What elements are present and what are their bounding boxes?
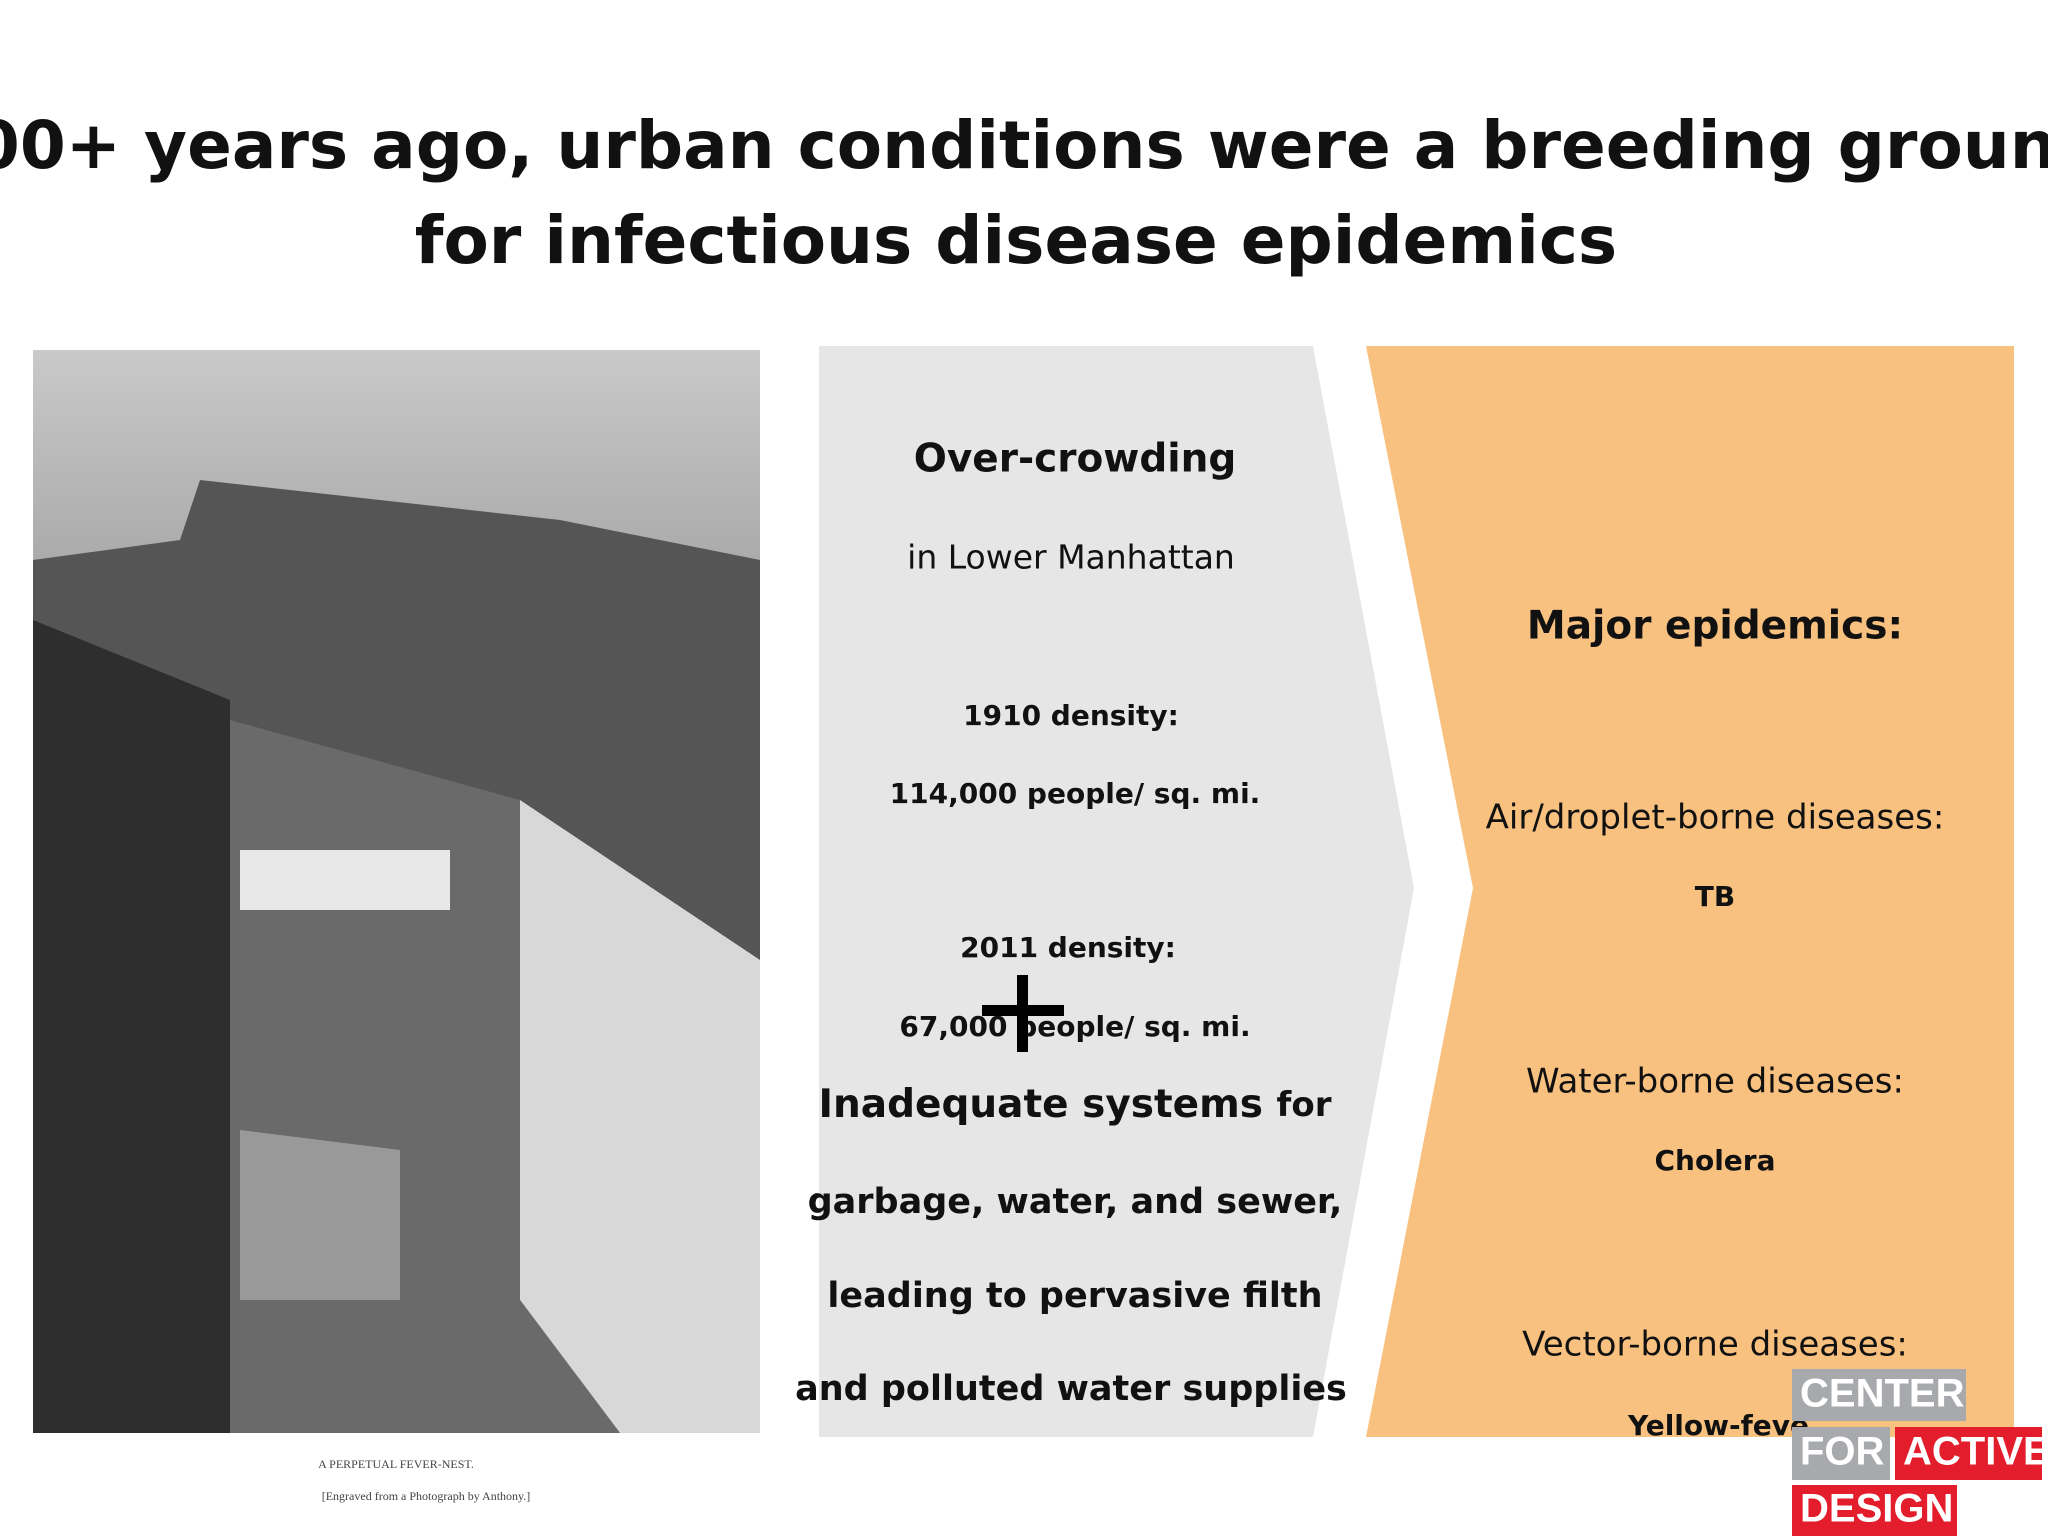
image-caption: A PERPETUAL FEVER-NEST. [318,1457,474,1471]
disease-type: Water-borne diseases: [1526,1062,1904,1102]
logo-text: ACTIVE [1903,1430,2048,1474]
epidemics-heading: Major epidemics: [1527,604,1903,649]
causes-location: in Lower Manhattan [907,538,1235,577]
epidemics-panel [1366,346,2014,1437]
density-label: 1910 density: [963,699,1179,732]
disease-type: Vector-borne diseases: [1522,1325,1908,1365]
logo-text: CENTER [1800,1372,1965,1416]
plus-sign [982,975,1064,1052]
density-label: 2011 density: [960,931,1176,964]
systems-heading-text: Inadequate systems [819,1082,1263,1127]
logo-text: DESIGN [1800,1487,1953,1531]
systems-line: garbage, water, and sewer, [808,1182,1343,1222]
disease-example: Yellow-feve [1627,1409,1809,1442]
disease-example: TB [1695,880,1735,913]
logo-text: FOR [1800,1430,1885,1474]
engraving [33,350,760,1433]
disease-type: Air/droplet-borne diseases: [1486,798,1945,838]
disease-example: Cholera [1654,1144,1775,1177]
density-value: 67,000 people/ sq. mi. [899,1010,1250,1043]
systems-line: leading to pervasive filth [827,1276,1322,1316]
systems-line: and polluted water supplies [795,1369,1347,1409]
density-value: 114,000 people/ sq. mi. [890,777,1261,810]
causes-heading: Over-crowding [914,437,1237,482]
systems-connector: for [1277,1085,1332,1125]
image-caption: [Engraved from a Photograph by Anthony.] [322,1489,531,1503]
title-line: 100+ years ago, urban conditions were a … [0,107,2048,184]
title-line: for infectious disease epidemics [415,202,1617,279]
logo: CENTER FOR ACTIVE DESIGN [1792,1369,2048,1536]
systems-heading: Inadequate systems for [819,1082,1332,1127]
causes-panel [819,346,1414,1437]
